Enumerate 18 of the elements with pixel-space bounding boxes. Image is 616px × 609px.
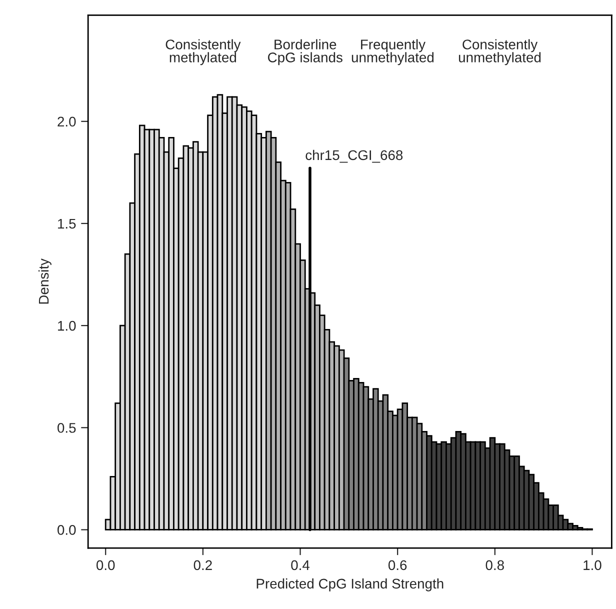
x-tick-label: 1.0 <box>584 560 602 570</box>
x-tick-label: 0.2 <box>194 560 212 570</box>
x-tick-label: 0.0 <box>96 560 115 570</box>
y-tick-label: 0.5 <box>58 422 76 433</box>
y-tick-label: 1.5 <box>58 218 76 229</box>
ref-line-label: chr15_CGI_668 <box>306 150 403 163</box>
x-tick-label: 0.4 <box>291 560 310 570</box>
x-axis-title: Predicted CpG Island Strength <box>256 578 444 592</box>
y-tick-label: 0.0 <box>58 525 76 535</box>
y-tick-label: 1.0 <box>58 320 76 331</box>
annotation: Consistently unmethylated <box>458 39 541 66</box>
annotation: Borderline CpG islands <box>268 39 342 66</box>
y-tick-label: 2.0 <box>58 116 76 127</box>
y-axis-title: Density <box>38 258 52 304</box>
x-tick-label: 0.6 <box>388 560 407 570</box>
annotation: Frequently unmethylated <box>352 39 434 66</box>
annotation: Consistently methylated <box>166 39 241 66</box>
x-tick-label: 0.8 <box>486 560 504 570</box>
